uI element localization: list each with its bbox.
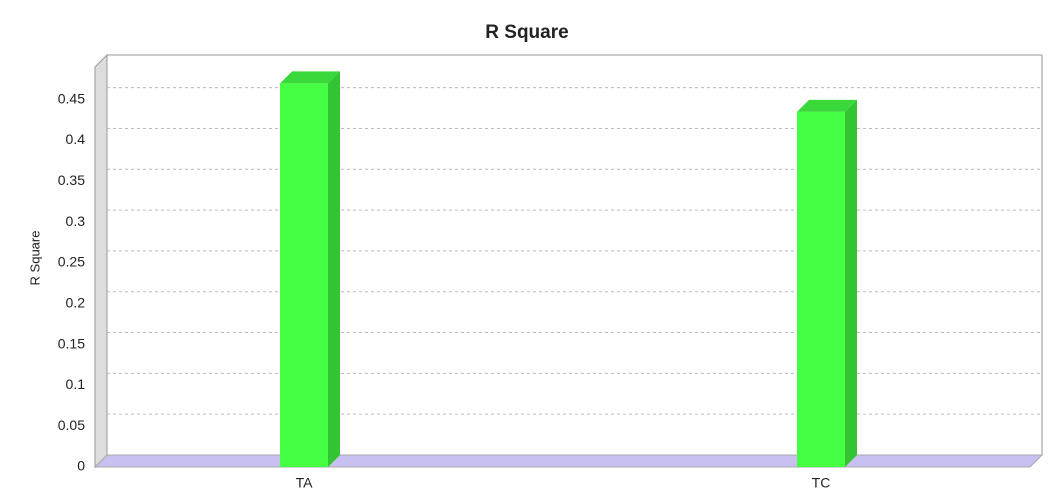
floor xyxy=(93,454,1044,468)
bar-face xyxy=(280,83,328,467)
x-tick-label: TA xyxy=(296,475,314,491)
y-tick-label: 0.3 xyxy=(66,213,86,229)
bar-face xyxy=(280,71,340,84)
back-wall xyxy=(106,54,1043,456)
y-tick-label: 0.35 xyxy=(58,172,85,188)
bar xyxy=(797,99,857,468)
left-wall xyxy=(94,53,108,469)
y-axis-label: R Square xyxy=(27,231,42,286)
y-tick-label: 0.45 xyxy=(58,90,85,106)
y-tick-label: 0.15 xyxy=(58,335,85,351)
x-tick-label: TC xyxy=(812,475,831,491)
y-tick-label: 0.25 xyxy=(58,254,85,270)
y-tick-label: 0 xyxy=(77,458,85,474)
chart-title: R Square xyxy=(485,22,568,43)
bar-face xyxy=(845,99,857,468)
bar-face xyxy=(328,71,340,467)
bar xyxy=(280,71,340,467)
bar-face xyxy=(797,99,857,112)
y-tick-label: 0.05 xyxy=(58,417,85,433)
y-tick-label: 0.1 xyxy=(66,376,86,392)
y-tick-label: 0.2 xyxy=(66,294,86,310)
bar-face xyxy=(797,111,845,468)
y-tick-label: 0.4 xyxy=(66,131,86,147)
